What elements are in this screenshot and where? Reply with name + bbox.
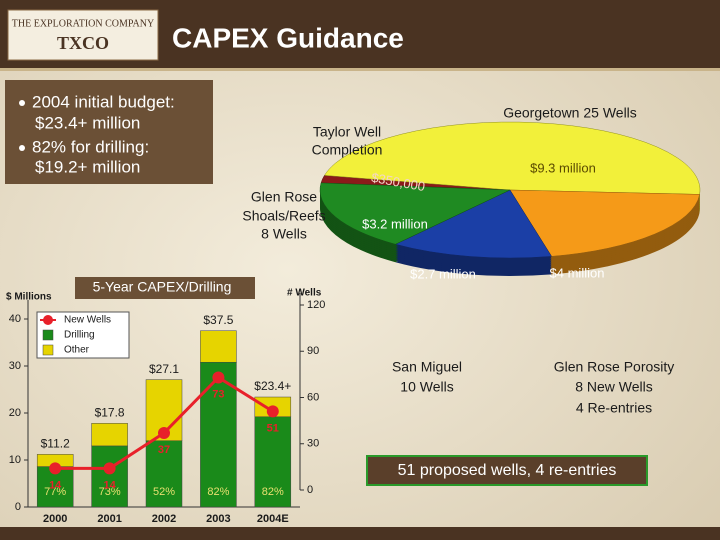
drilling-share-label: 52% bbox=[153, 486, 175, 498]
pie-label: Completion bbox=[312, 142, 383, 158]
bar-segment bbox=[254, 416, 292, 508]
callout-text: 51 proposed wells, 4 re-entries bbox=[398, 462, 617, 479]
bar-segment bbox=[36, 466, 74, 508]
legend-swatch bbox=[42, 344, 54, 356]
x-tick-label: 2004E bbox=[257, 513, 289, 525]
pie-label: Georgetown 25 Wells bbox=[503, 105, 637, 121]
bar-segment bbox=[145, 379, 183, 441]
pie-label: Glen Rose bbox=[251, 189, 317, 205]
bullet-detail: $19.2+ million bbox=[35, 157, 140, 176]
bullet-box bbox=[5, 80, 213, 184]
y-tick-label: 10 bbox=[9, 454, 21, 466]
pie-value-label: $3.2 million bbox=[362, 216, 428, 231]
new-wells-label: 73 bbox=[212, 388, 224, 400]
bar-total-label: $37.5 bbox=[203, 313, 233, 327]
pie-label: 8 New Wells bbox=[575, 379, 653, 395]
bar-total-label: $17.8 bbox=[95, 406, 125, 420]
y-tick-label: 30 bbox=[9, 360, 21, 372]
pie-value-label: $4 million bbox=[550, 265, 605, 280]
bar-total-label: $23.4+ bbox=[254, 379, 291, 393]
y2-axis-label: # Wells bbox=[287, 288, 322, 299]
new-wells-point bbox=[158, 426, 170, 439]
pie-label: 8 Wells bbox=[261, 226, 307, 242]
pie-label: 10 Wells bbox=[400, 379, 453, 395]
y-tick-label: 40 bbox=[9, 313, 21, 325]
logo-line1: THE EXPLORATION COMPANY bbox=[12, 18, 154, 29]
y2-tick-label: 60 bbox=[307, 391, 319, 403]
new-wells-point bbox=[212, 371, 225, 384]
legend-swatch bbox=[42, 329, 54, 341]
pie-label: 4 Re-entries bbox=[576, 400, 652, 416]
bar-chart-title: 5-Year CAPEX/Drilling bbox=[93, 279, 232, 295]
bar-segment bbox=[91, 423, 128, 447]
pie-label: Taylor Well bbox=[313, 124, 381, 140]
bar-total-label: $11.2 bbox=[41, 437, 70, 451]
pie-value-label: $9.3 million bbox=[530, 160, 596, 175]
bullet-text: 2004 initial budget: bbox=[32, 92, 175, 111]
drilling-share-label: 82% bbox=[207, 486, 229, 498]
pie-label: San Miguel bbox=[392, 359, 462, 375]
y2-tick-label: 0 bbox=[307, 484, 313, 496]
bullet-text: 82% for drilling: bbox=[32, 137, 149, 156]
footer-band bbox=[0, 527, 720, 540]
y2-tick-label: 30 bbox=[307, 438, 319, 450]
new-wells-label: 14 bbox=[103, 479, 116, 491]
new-wells-point bbox=[103, 462, 116, 475]
bar-total-label: $27.1 bbox=[149, 362, 179, 376]
bar-segment bbox=[91, 445, 128, 508]
header-rule bbox=[0, 68, 720, 71]
pie-slice bbox=[394, 189, 553, 259]
x-tick-label: 2001 bbox=[97, 513, 121, 525]
charts: Taylor Well Completion Georgetown 25 Wells… bbox=[6, 105, 701, 525]
pie-slice bbox=[324, 121, 701, 195]
new-wells-label: 51 bbox=[267, 422, 279, 434]
logo-line2: TXCO bbox=[57, 33, 109, 53]
bullet-dot bbox=[19, 100, 25, 106]
slide-title: CAPEX Guidance bbox=[172, 22, 404, 53]
bar-segment bbox=[145, 440, 183, 508]
pie-label: Shoals/Reefs bbox=[242, 208, 325, 224]
legend-label: Drilling bbox=[64, 330, 95, 341]
x-tick-label: 2002 bbox=[152, 513, 176, 525]
bar-segment bbox=[200, 330, 237, 363]
callout-box bbox=[366, 455, 648, 486]
y-axis-label: $ Millions bbox=[6, 292, 52, 303]
bullet-detail: $23.4+ million bbox=[35, 113, 140, 132]
x-tick-label: 2003 bbox=[206, 513, 230, 525]
x-tick-label: 2000 bbox=[43, 513, 67, 525]
pie-slice bbox=[509, 189, 700, 257]
legend-label: Other bbox=[64, 345, 90, 356]
pie-label: Glen Rose Porosity bbox=[554, 359, 675, 375]
y-tick-label: 0 bbox=[15, 501, 21, 513]
bullet-dot bbox=[19, 145, 25, 151]
y2-tick-label: 120 bbox=[307, 299, 325, 311]
pie-slice bbox=[319, 182, 511, 245]
pie-value-label: $2.7 million bbox=[410, 266, 476, 281]
new-wells-point bbox=[266, 405, 279, 418]
drilling-share-label: 73% bbox=[99, 486, 121, 498]
y2-tick-label: 90 bbox=[307, 345, 319, 357]
legend-marker bbox=[43, 315, 53, 325]
new-wells-point bbox=[49, 462, 62, 475]
bar-title-box bbox=[75, 277, 255, 299]
drilling-share-label: 77% bbox=[44, 486, 66, 498]
new-wells-label: 37 bbox=[158, 444, 170, 456]
new-wells-label: 14 bbox=[49, 479, 62, 491]
legend-label: New Wells bbox=[64, 315, 111, 326]
y-tick-label: 20 bbox=[9, 407, 21, 419]
drilling-share-label: 82% bbox=[262, 486, 284, 498]
logo-box bbox=[7, 9, 159, 61]
